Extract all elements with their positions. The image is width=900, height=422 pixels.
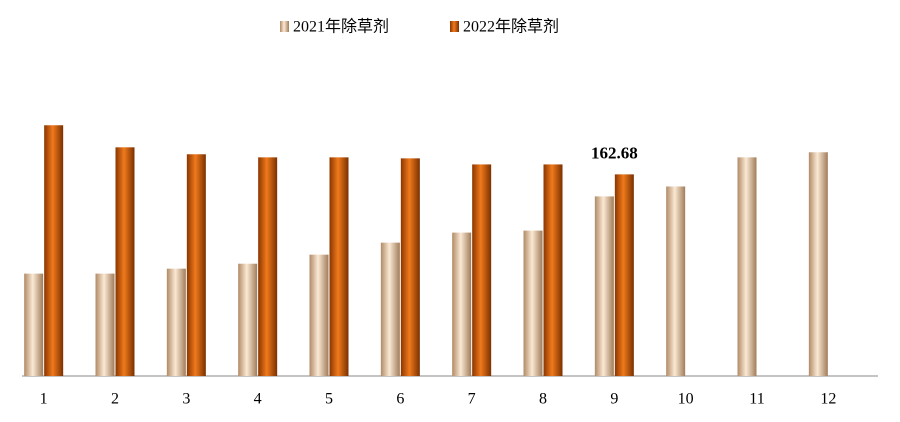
bar (115, 147, 135, 376)
legend-label: 2022年除草剂 (463, 18, 559, 36)
data-label: 162.68 (591, 143, 638, 162)
bar (309, 254, 329, 376)
bar (737, 157, 757, 376)
bar (523, 230, 543, 376)
bar (452, 232, 472, 376)
bar (166, 268, 186, 376)
bar (594, 196, 614, 376)
bar (186, 154, 206, 376)
legend-label: 2021年除草剂 (293, 18, 389, 36)
x-tick-label: 2 (111, 391, 119, 408)
bar (95, 273, 115, 376)
x-tick-label: 3 (182, 391, 190, 408)
bar (666, 186, 686, 376)
bar (24, 273, 44, 376)
bar (400, 158, 420, 376)
bar (472, 164, 492, 376)
x-tick-label: 1 (40, 391, 48, 408)
bar (543, 164, 563, 376)
bar (238, 263, 258, 376)
x-tick-label: 12 (820, 391, 836, 408)
bar (380, 242, 400, 376)
bar (329, 157, 349, 376)
bar (808, 152, 828, 376)
x-tick-label: 4 (254, 391, 262, 408)
x-tick-label: 5 (325, 391, 333, 408)
bar (44, 125, 64, 377)
legend-swatch (280, 21, 289, 32)
bar (614, 174, 634, 376)
x-tick-label: 10 (678, 391, 694, 408)
x-tick-label: 8 (539, 391, 547, 408)
x-tick-label: 11 (749, 391, 764, 408)
bar (258, 157, 278, 376)
x-tick-label: 9 (610, 391, 618, 408)
legend-swatch (450, 21, 459, 32)
x-tick-label: 7 (468, 391, 476, 408)
x-tick-label: 6 (396, 391, 404, 408)
